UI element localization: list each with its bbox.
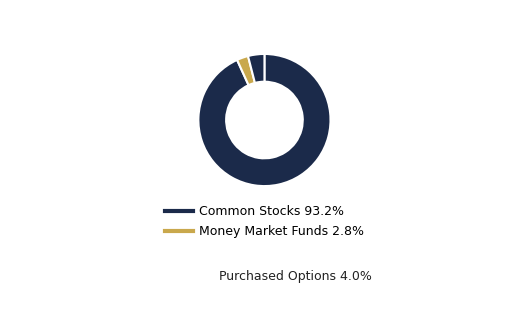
Text: Purchased Options 4.0%: Purchased Options 4.0% <box>219 270 372 283</box>
Wedge shape <box>198 54 331 186</box>
Legend: Common Stocks 93.2%, Money Market Funds 2.8%: Common Stocks 93.2%, Money Market Funds … <box>165 205 364 238</box>
Wedge shape <box>248 54 265 83</box>
Wedge shape <box>237 56 255 85</box>
